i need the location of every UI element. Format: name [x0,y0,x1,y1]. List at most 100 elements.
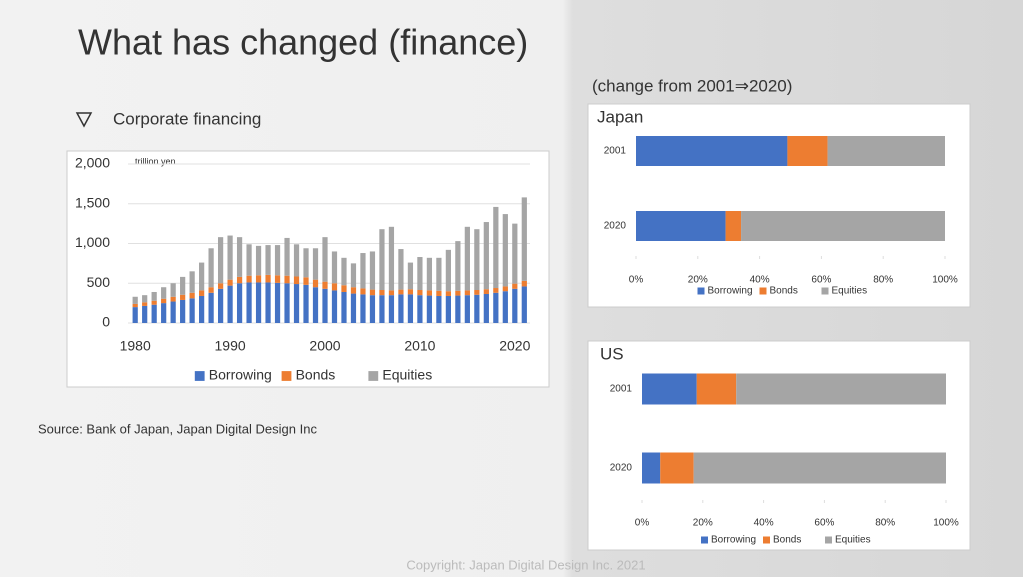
bar-segment [170,301,176,323]
legend-label: Borrowing [209,367,272,383]
slide-subtitle: (change from 2001⇒2020) [592,76,792,95]
axis-label: trillion yen [135,156,176,166]
bar-segment [246,244,252,276]
legend-swatch [759,287,767,295]
bar-segment [227,235,233,280]
bar-segment [502,291,508,323]
legend-swatch [821,287,829,295]
bar-segment [417,295,423,323]
bar-segment [407,289,414,295]
bar-segment [217,237,224,284]
category-label: 2001 [604,146,627,157]
bar-segment [660,452,694,484]
bar-segment [341,291,347,323]
bar-segment [474,294,480,323]
bar-segment [445,295,451,323]
bar-segment [636,136,788,166]
bar-segment [208,248,214,288]
category-label: 2020 [610,463,633,474]
bar-segment [521,197,527,281]
bar-segment [312,287,319,323]
bar-segment [142,302,148,306]
legend-label: Borrowing [711,535,756,546]
bar-segment [736,373,946,405]
chart-frame [587,103,971,308]
bar-segment [464,295,470,323]
bar-segment [322,288,328,323]
bar-segment [227,285,233,323]
bar-segment [369,295,376,323]
bar-segment [521,280,527,287]
bar-segment [142,305,148,323]
x-tick-label: 2020 [499,338,530,354]
bar-segment [398,289,404,295]
bar-segment [274,282,281,323]
bar-segment [227,279,233,286]
bar-segment [455,241,461,291]
legend-label: Bonds [770,286,798,297]
x-tick-label: 60% [811,275,831,286]
bar-segment [693,452,946,484]
bar-segment [151,304,157,323]
bar-segment [293,276,300,285]
bar-segment [246,275,252,283]
category-label: 2001 [610,384,633,395]
bar-segment [502,286,508,292]
legend-swatch [368,371,379,381]
bar-segment [170,283,176,297]
bar-segment [132,303,138,308]
bar-segment [426,257,433,291]
bar-segment [331,251,338,284]
bar-segment [521,286,527,323]
bar-segment [502,214,508,287]
bar-segment [189,298,195,323]
legend-swatch [697,287,705,295]
copyright: Copyright: Japan Digital Design Inc. 202… [406,557,645,572]
bar-segment [483,222,489,290]
bar-segment [208,292,214,323]
bar-segment [360,288,366,295]
bar-segment [725,211,742,241]
bar-segment [265,245,271,275]
bar-segment [341,257,347,286]
x-tick-label: 2010 [404,338,435,354]
bar-segment [474,290,480,295]
bar-segment [512,288,518,323]
x-tick-label: 80% [875,518,895,529]
bar-segment [636,211,726,241]
bar-segment [350,263,357,288]
bar-segment [388,295,395,323]
bar-segment [293,244,300,277]
legend-label: Bonds [773,535,801,546]
x-tick-label: 100% [932,275,958,286]
bar-segment [436,257,442,291]
x-tick-label: 1980 [120,338,151,354]
x-tick-label: 0% [635,518,650,529]
bar-segment [493,292,499,323]
bar-segment [445,291,451,296]
bar-segment [379,290,385,296]
bar-segment [331,283,338,291]
chart-title: Japan [597,107,643,126]
x-tick-label: 80% [873,275,893,286]
bar-segment [189,271,195,293]
bar-segment [161,303,167,323]
bar-segment [455,295,461,323]
bar-segment [436,295,442,323]
bar-segment [360,253,366,289]
bar-segment [217,283,224,289]
bar-segment [369,251,376,290]
bar-segment [417,290,423,296]
bar-segment [379,229,385,291]
bar-segment [199,262,205,291]
x-tick-label: 40% [750,275,770,286]
bar-segment [303,284,309,323]
bar-segment [341,285,347,292]
bar-segment [474,229,480,291]
bar-segment [331,290,338,323]
bar-segment [255,245,262,276]
bar-segment [512,283,518,289]
bar-segment [208,287,214,293]
bar-segment [426,295,433,323]
bar-segment [464,290,470,296]
